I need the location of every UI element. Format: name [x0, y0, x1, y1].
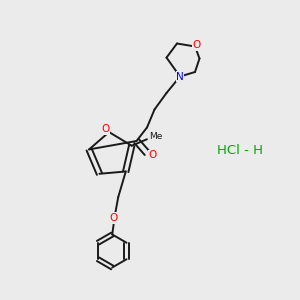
Text: Me: Me: [149, 132, 163, 141]
Text: O: O: [101, 124, 110, 134]
Text: O: O: [148, 150, 157, 161]
Text: O: O: [109, 213, 117, 223]
Text: N: N: [176, 71, 184, 82]
Text: O: O: [192, 40, 201, 50]
Text: HCl - H: HCl - H: [217, 143, 263, 157]
